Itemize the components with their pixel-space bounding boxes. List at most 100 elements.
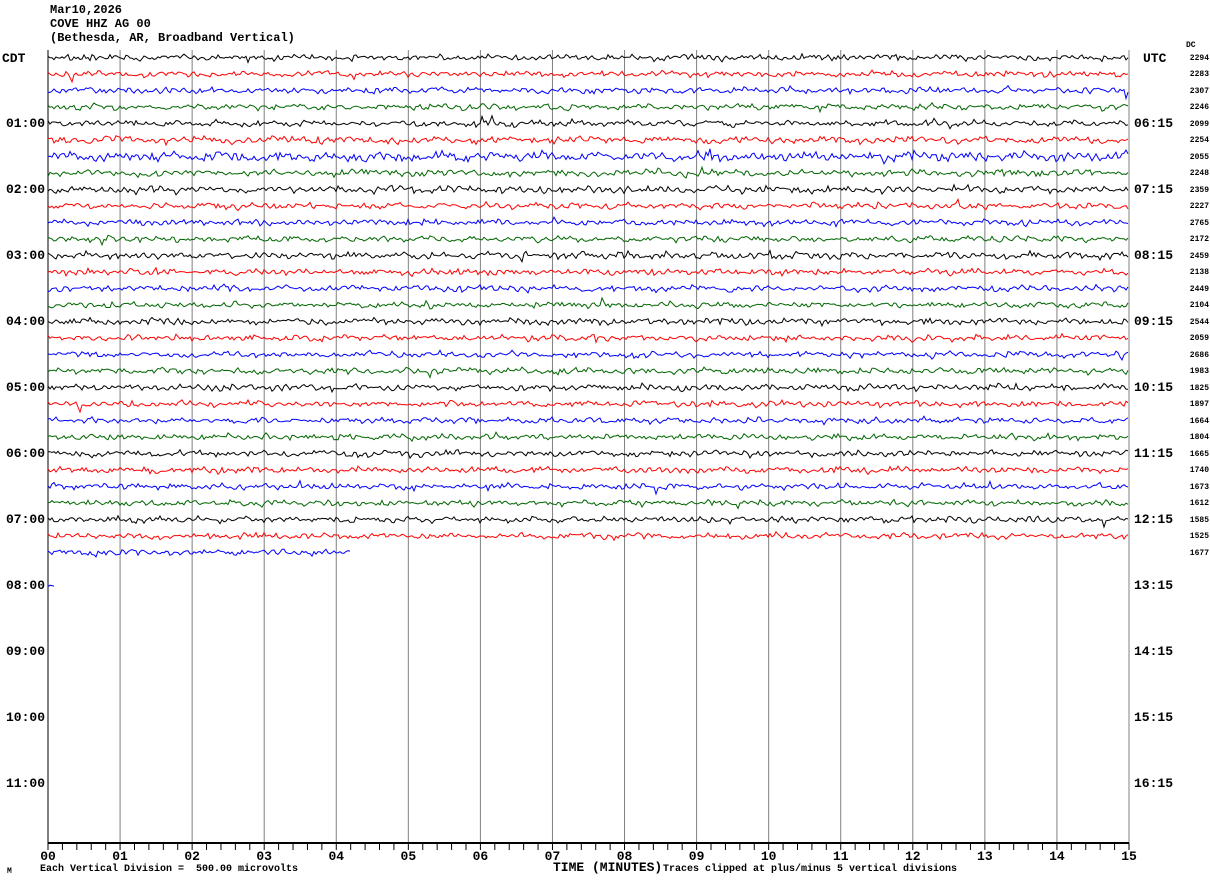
trace-line bbox=[47, 114, 1129, 130]
trace-line bbox=[47, 183, 1129, 196]
trace-line bbox=[47, 366, 1129, 379]
dc-value: 2246 bbox=[1189, 103, 1209, 112]
trace-line bbox=[47, 148, 1129, 165]
dc-value: 2307 bbox=[1189, 86, 1209, 96]
trace-line bbox=[47, 332, 1129, 344]
dc-value: 2544 bbox=[1189, 317, 1209, 327]
trace-line bbox=[47, 382, 1129, 394]
minute-label: 01 bbox=[112, 849, 128, 864]
dc-value: 2294 bbox=[1189, 53, 1209, 63]
minute-label: 15 bbox=[1121, 849, 1137, 864]
clip-note: Traces clipped at plus/minus 5 vertical … bbox=[663, 864, 958, 875]
left-axis-header: CDT bbox=[2, 51, 26, 66]
left-time-label: 01:00 bbox=[5, 115, 45, 131]
trace-line bbox=[47, 84, 1129, 101]
right-time-label: 09:15 bbox=[1134, 313, 1174, 329]
dc-value: 2138 bbox=[1189, 268, 1209, 277]
left-time-label: 09:00 bbox=[5, 643, 45, 659]
trace-line bbox=[47, 316, 1129, 328]
dc-value: 2283 bbox=[1189, 70, 1209, 79]
right-time-label: 10:15 bbox=[1134, 379, 1174, 395]
left-time-label: 10:00 bbox=[5, 709, 45, 725]
plot-date: Mar10,2026 bbox=[50, 3, 123, 17]
right-time-label: 14:15 bbox=[1134, 643, 1174, 659]
trace-line bbox=[47, 134, 1129, 147]
minute-label: 13 bbox=[977, 849, 993, 864]
right-time-label: 13:15 bbox=[1134, 577, 1174, 593]
dc-value: 2055 bbox=[1189, 152, 1209, 162]
minute-label: 05 bbox=[400, 849, 417, 864]
trace-line bbox=[47, 349, 1129, 361]
dc-value: 2765 bbox=[1189, 218, 1209, 228]
trace-line bbox=[47, 415, 1129, 426]
dc-value: 2099 bbox=[1189, 119, 1209, 129]
trace-line bbox=[47, 530, 1129, 542]
trace-line bbox=[47, 398, 1129, 414]
trace-line bbox=[47, 548, 351, 558]
trace-line bbox=[47, 448, 1129, 460]
plot-location: (Bethesda, AR, Broadband Vertical) bbox=[50, 31, 295, 45]
trace-line bbox=[47, 584, 55, 588]
trace-line bbox=[47, 514, 1129, 529]
dc-value: 2227 bbox=[1189, 202, 1209, 211]
left-time-label: 08:00 bbox=[5, 577, 45, 593]
right-time-label: 08:15 bbox=[1134, 247, 1174, 263]
minute-label: 08 bbox=[616, 849, 633, 864]
corner-mark: M bbox=[7, 867, 12, 876]
minute-label: 02 bbox=[184, 849, 200, 864]
minute-label: 00 bbox=[40, 849, 56, 864]
trace-line bbox=[47, 69, 1129, 84]
minute-label: 09 bbox=[688, 849, 705, 864]
dc-value: 1525 bbox=[1189, 532, 1209, 541]
trace-line bbox=[47, 266, 1129, 278]
minute-label: 11 bbox=[832, 849, 849, 864]
dc-column-header: DC bbox=[1186, 41, 1196, 50]
left-time-label: 06:00 bbox=[5, 445, 45, 461]
left-time-label: 11:00 bbox=[5, 775, 45, 791]
scale-note: Each Vertical Division = 500.00 microvol… bbox=[40, 864, 299, 875]
left-time-label: 04:00 bbox=[5, 313, 45, 329]
dc-value: 1665 bbox=[1189, 449, 1209, 459]
trace-line bbox=[47, 165, 1129, 179]
dc-value: 1673 bbox=[1189, 482, 1209, 492]
dc-value: 1983 bbox=[1189, 367, 1209, 376]
trace-line bbox=[47, 283, 1129, 294]
minute-label: 12 bbox=[904, 849, 921, 864]
trace-line bbox=[47, 465, 1129, 476]
minute-label: 10 bbox=[760, 849, 777, 864]
trace-line bbox=[47, 431, 1129, 443]
dc-value: 1585 bbox=[1189, 515, 1209, 525]
right-time-label: 12:15 bbox=[1134, 511, 1174, 527]
left-time-label: 05:00 bbox=[5, 379, 45, 395]
x-axis-label: TIME (MINUTES) bbox=[553, 860, 663, 875]
right-time-label: 07:15 bbox=[1134, 181, 1174, 197]
dc-value: 2104 bbox=[1189, 301, 1209, 310]
dc-value: 1825 bbox=[1189, 383, 1209, 393]
dc-value: 2359 bbox=[1189, 185, 1209, 195]
minute-label: 07 bbox=[544, 849, 561, 864]
dc-value: 2254 bbox=[1189, 136, 1209, 145]
minute-label: 03 bbox=[256, 849, 272, 864]
dc-value: 1897 bbox=[1189, 400, 1209, 409]
dc-value: 1804 bbox=[1189, 433, 1209, 442]
trace-line bbox=[47, 249, 1129, 264]
trace-line bbox=[47, 498, 1129, 510]
dc-value: 1740 bbox=[1189, 466, 1209, 475]
left-time-label: 03:00 bbox=[5, 247, 45, 263]
trace-line bbox=[47, 52, 1129, 64]
trace-line bbox=[47, 234, 1129, 247]
minute-label: 06 bbox=[472, 849, 489, 864]
left-time-label: 07:00 bbox=[5, 511, 45, 527]
trace-line bbox=[47, 215, 1129, 228]
right-time-label: 16:15 bbox=[1134, 775, 1174, 791]
right-time-label: 11:15 bbox=[1134, 445, 1174, 461]
dc-value: 2449 bbox=[1189, 284, 1209, 294]
minute-label: 04 bbox=[328, 849, 345, 864]
plot-station: COVE HHZ AG 00 bbox=[50, 17, 151, 31]
dc-value: 2459 bbox=[1189, 251, 1209, 261]
trace-line bbox=[47, 479, 1129, 496]
trace-line bbox=[47, 101, 1129, 114]
dc-value: 1612 bbox=[1189, 499, 1209, 508]
